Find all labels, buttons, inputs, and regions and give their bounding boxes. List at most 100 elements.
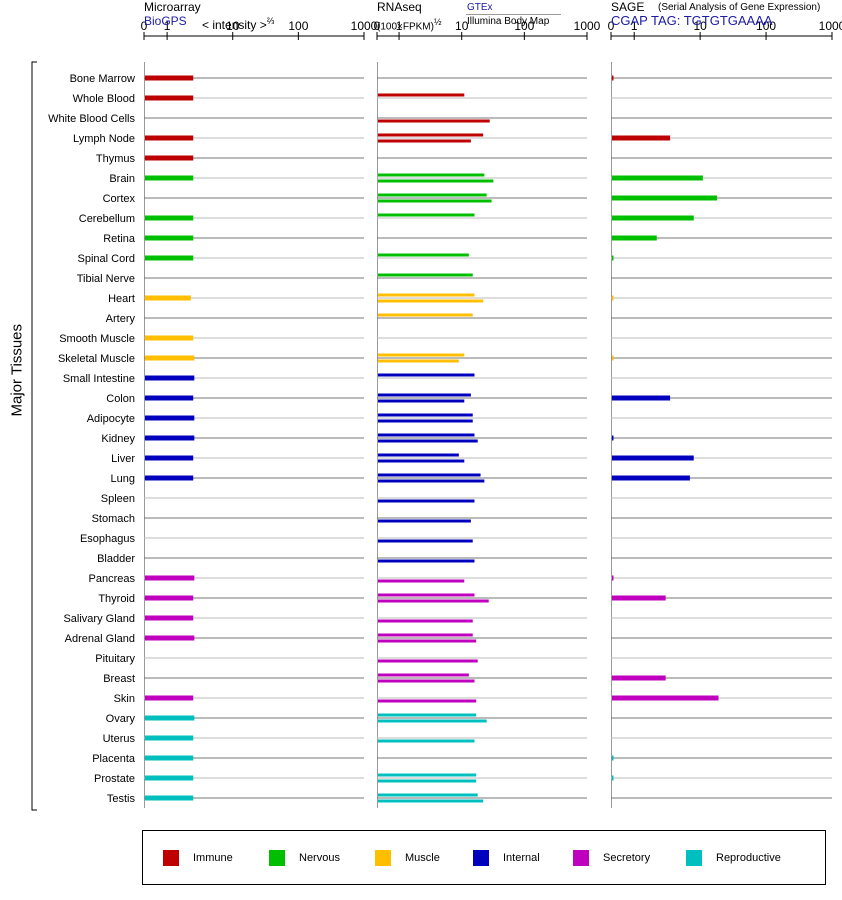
- sage-bar: [612, 215, 694, 221]
- category-label: Skin: [114, 693, 135, 705]
- rnaseq-unit: (100×FPKM)½: [377, 15, 441, 34]
- rnaseq-unit-text: (100×FPKM): [377, 21, 434, 33]
- legend-item-nervous: Nervous: [269, 850, 340, 866]
- rnaseq-ibm-bar: [378, 439, 478, 443]
- legend-swatch-internal: [473, 850, 489, 866]
- rnaseq-ibm-bar: [378, 599, 489, 603]
- microarray-tick-label: 1000: [351, 19, 378, 33]
- category-label: Spinal Cord: [78, 253, 135, 265]
- rnaseq-ibm-bar: [378, 659, 478, 663]
- sage-title: SAGE: [611, 0, 645, 14]
- category-label: Small Intestine: [63, 373, 135, 385]
- sage-bar: [612, 595, 666, 601]
- microarray-bar: [145, 735, 194, 741]
- microarray-bar: [145, 355, 195, 361]
- rnaseq-ibm-bar: [378, 579, 465, 583]
- microarray-bar: [145, 235, 194, 241]
- category-label: Retina: [103, 233, 136, 245]
- microarray-source-link[interactable]: BioGPS: [144, 14, 187, 28]
- microarray-bar: [145, 455, 194, 461]
- rnaseq-gtex-bar: [378, 293, 475, 297]
- legend-item-muscle: Muscle: [375, 850, 440, 866]
- microarray-bar: [145, 375, 195, 381]
- microarray-bar: [145, 635, 195, 641]
- category-label: Ovary: [106, 713, 136, 725]
- category-label: Spleen: [101, 493, 135, 505]
- category-label: White Blood Cells: [48, 113, 135, 125]
- rnaseq-gtex-bar: [378, 373, 475, 377]
- category-label: Lung: [111, 473, 135, 485]
- microarray-tick-label: 100: [288, 19, 308, 33]
- rnaseq-gtex-bar: [378, 133, 484, 137]
- legend-item-internal: Internal: [473, 850, 540, 866]
- category-label: Skeletal Muscle: [58, 353, 135, 365]
- legend-label-reproductive: Reproductive: [716, 852, 781, 864]
- sage-tick-label: 0: [608, 19, 615, 33]
- sage-bar: [612, 475, 690, 481]
- category-label: Liver: [111, 453, 135, 465]
- sage-subtitle: (Serial Analysis of Gene Expression): [658, 2, 821, 13]
- rnaseq-tick-label: 0: [374, 19, 381, 33]
- rnaseq-ibm-bar: [378, 699, 477, 703]
- category-label: Thymus: [96, 153, 136, 165]
- microarray-bar: [145, 755, 194, 761]
- microarray-bar: [145, 775, 194, 781]
- rnaseq-ibm-bar: [378, 679, 475, 683]
- legend-item-immune: Immune: [163, 850, 233, 866]
- category-label: Uterus: [103, 733, 136, 745]
- microarray-title: Microarray: [144, 0, 201, 14]
- microarray-bar: [145, 175, 194, 181]
- microarray-bar: [145, 335, 194, 341]
- rnaseq-unit-exponent: ½: [433, 17, 442, 27]
- rnaseq-gtex-bar: [378, 453, 459, 457]
- category-label: Cerebellum: [79, 213, 135, 225]
- legend-swatch-secretory: [573, 850, 589, 866]
- category-label: Testis: [107, 793, 136, 805]
- rnaseq-ibm-bar: [378, 539, 473, 543]
- rnaseq-gtex-bar: [378, 673, 469, 677]
- rnaseq-ibm-bar: [378, 459, 465, 463]
- sage-tag-link[interactable]: CGAP TAG: TGTGTGAAAA: [611, 13, 773, 28]
- rnaseq-gtex-bar: [378, 173, 485, 177]
- category-label: Breast: [103, 673, 135, 685]
- rnaseq-ibm-bar: [378, 139, 471, 143]
- rnaseq-gtex-bar: [378, 253, 469, 257]
- category-label: Pancreas: [89, 573, 136, 585]
- microarray-bar: [145, 255, 194, 261]
- category-label: Salivary Gland: [63, 613, 135, 625]
- legend-swatch-nervous: [269, 850, 285, 866]
- sage-bar: [612, 395, 671, 401]
- rnaseq-gtex-bar: [378, 213, 475, 217]
- category-label: Bladder: [97, 553, 135, 565]
- microarray-unit-text: < intensity >: [202, 18, 267, 32]
- rnaseq-gtex-bar: [378, 433, 475, 437]
- microarray-tick-label: 0: [141, 19, 148, 33]
- sage-bar: [612, 775, 614, 781]
- sage-tick-label: 1: [631, 19, 638, 33]
- rnaseq-ibm-bar: [378, 399, 465, 403]
- sage-bar: [612, 575, 614, 581]
- sage-bar: [612, 195, 717, 201]
- category-label: Adrenal Gland: [65, 633, 135, 645]
- microarray-bar: [145, 415, 195, 421]
- sage-bar: [612, 695, 719, 701]
- rnaseq-gtex-bar: [378, 633, 473, 637]
- category-label: Thyroid: [98, 593, 135, 605]
- rnaseq-gtex-bar: [378, 773, 477, 777]
- category-label: Kidney: [101, 433, 135, 445]
- microarray-bar: [145, 575, 195, 581]
- gtex-source-link[interactable]: GTEx: [467, 2, 493, 13]
- sage-bar: [612, 255, 614, 261]
- rnaseq-gtex-bar: [378, 793, 478, 797]
- legend-swatch-reproductive: [686, 850, 702, 866]
- microarray-bar: [145, 475, 194, 481]
- legend-swatch-immune: [163, 850, 179, 866]
- microarray-bar: [145, 75, 194, 81]
- category-label: Artery: [106, 313, 136, 325]
- microarray-unit-exponent: ⅔: [266, 16, 275, 26]
- rnaseq-ibm-bar: [378, 499, 475, 503]
- category-label: Placenta: [92, 753, 136, 765]
- microarray-tick-label: 10: [226, 19, 240, 33]
- rnaseq-ibm-bar: [378, 799, 484, 803]
